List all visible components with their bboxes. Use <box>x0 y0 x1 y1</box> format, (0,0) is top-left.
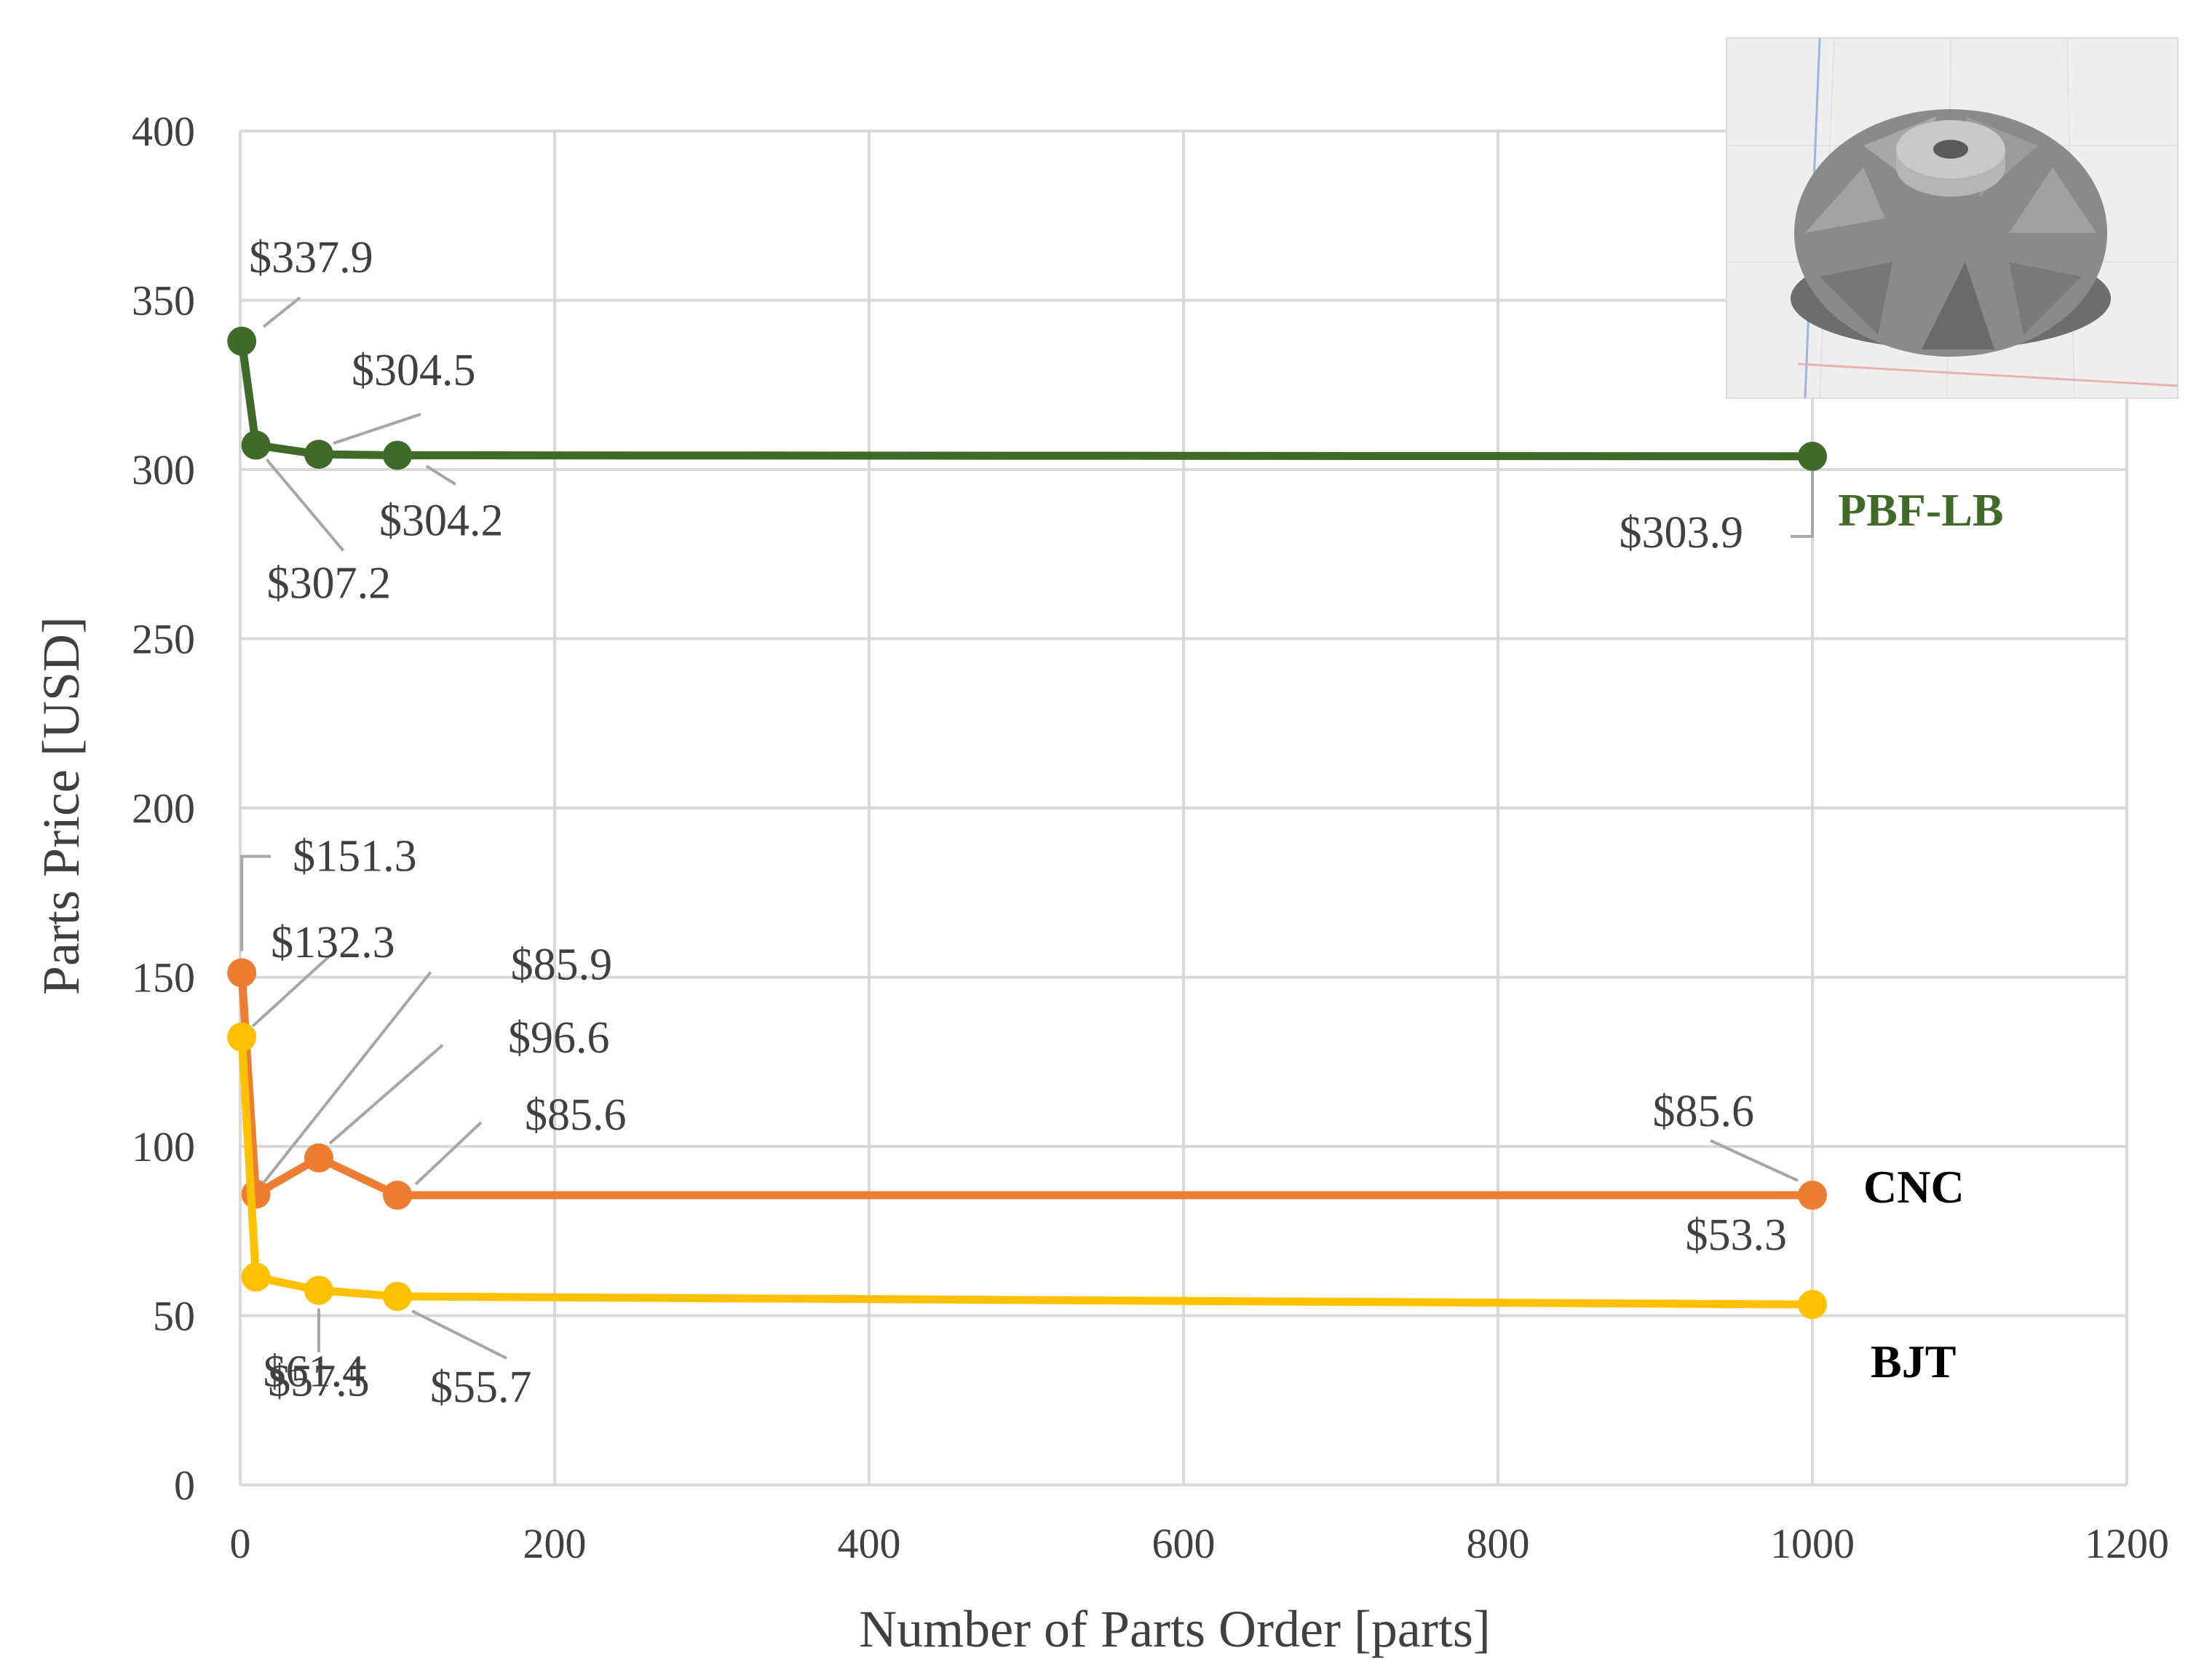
label-leader-line <box>425 464 457 486</box>
label-leader-line <box>240 855 271 951</box>
x-tick-label: 800 <box>1467 1520 1530 1567</box>
data-point-cnc <box>304 1143 333 1173</box>
label-leader-line <box>328 1044 444 1145</box>
y-axis-title: Parts Price [USD] <box>32 617 90 995</box>
data-point-cnc <box>227 958 257 988</box>
axes: 0 50 100 150 200 250 300 350 400 0 200 400 600 800 100… <box>132 108 2169 1567</box>
data-label-bjt: $61.4 <box>263 1347 365 1396</box>
label-leader-line <box>266 459 345 552</box>
data-label-pbf-lb: $307.2 <box>267 559 391 609</box>
series-name-pbf-lb: PBF-LB <box>1838 484 2004 536</box>
data-point-bjt <box>227 1022 257 1052</box>
y-tick-label: 200 <box>132 785 195 832</box>
gridlines <box>239 130 2128 1486</box>
data-point-cnc <box>383 1180 412 1210</box>
series-line-bjt <box>237 1037 1813 1309</box>
series-line-pbf-lb <box>237 341 1813 461</box>
data-label-pbf-lb: $304.5 <box>352 346 476 395</box>
data-point-pbf-lb <box>383 440 412 470</box>
data-point-bjt <box>383 1281 412 1311</box>
x-tick-label: 1000 <box>1770 1520 1855 1567</box>
series <box>227 326 1827 1320</box>
y-tick-label: 250 <box>132 616 195 663</box>
data-labels: $337.9 $307.2 $304.5 $304.2 $303.9 $151.3 $85.… <box>240 233 2004 1412</box>
data-point-pbf-lb <box>227 326 257 356</box>
data-label-cnc: $85.6 <box>525 1090 627 1140</box>
label-leader-line <box>414 1121 483 1186</box>
y-tick-label: 350 <box>132 277 195 325</box>
data-label-bjt: $55.7 <box>430 1363 532 1412</box>
x-tick-label: 200 <box>523 1520 587 1567</box>
data-point-bjt <box>1798 1290 1827 1320</box>
data-label-cnc: $151.3 <box>293 831 417 881</box>
data-label-bjt: $57.5 <box>268 1357 370 1406</box>
data-point-pbf-lb <box>304 440 333 469</box>
label-leader-line <box>1791 470 1814 538</box>
x-tick-label: 400 <box>838 1520 901 1567</box>
x-tick-label: 0 <box>230 1520 251 1567</box>
x-tick-label: 1200 <box>2085 1520 2169 1567</box>
data-label-cnc: $85.9 <box>511 940 613 990</box>
y-tick-label: 50 <box>153 1293 195 1340</box>
y-tick-label: 0 <box>174 1462 195 1509</box>
data-point-bjt <box>241 1262 271 1292</box>
label-leader-line <box>1710 1139 1799 1182</box>
label-leader-line <box>251 948 338 1028</box>
data-label-pbf-lb: $303.9 <box>1620 508 1744 558</box>
data-label-bjt: $53.3 <box>1686 1211 1788 1260</box>
y-tick-label: 400 <box>132 108 195 155</box>
data-label-cnc: $96.6 <box>508 1013 610 1063</box>
data-point-bjt <box>304 1275 333 1305</box>
data-point-pbf-lb <box>1798 441 1827 471</box>
impeller-inset-image <box>1726 37 2179 399</box>
data-label-cnc: $85.6 <box>1653 1087 1755 1136</box>
data-label-bjt: $132.3 <box>271 918 395 967</box>
data-point-cnc <box>1798 1180 1827 1210</box>
y-tick-label: 100 <box>132 1123 195 1170</box>
data-point-cnc <box>241 1179 271 1209</box>
label-leader-line <box>411 1309 507 1360</box>
label-leader-line <box>262 971 432 1184</box>
x-tick-label: 600 <box>1152 1520 1216 1567</box>
data-label-pbf-lb: $337.9 <box>249 233 373 282</box>
series-line-cnc <box>237 972 1812 1200</box>
label-leader-line <box>262 296 301 328</box>
data-label-pbf-lb: $304.2 <box>379 496 504 545</box>
label-leader-line <box>333 413 421 445</box>
series-name-cnc: CNC <box>1863 1161 1965 1213</box>
data-point-pbf-lb <box>241 430 271 460</box>
series-name-bjt: BJT <box>1871 1336 1956 1387</box>
y-tick-label: 300 <box>132 446 195 494</box>
x-axis-title: Number of Parts Order [parts] <box>859 1600 1491 1658</box>
y-tick-label: 150 <box>132 954 195 1002</box>
